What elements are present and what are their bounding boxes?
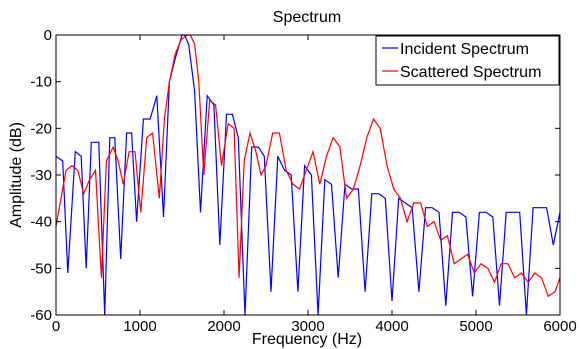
y-tick-label: 0 (44, 27, 52, 44)
x-tick-label: 6000 (543, 318, 576, 335)
x-tick-label: 3000 (291, 318, 324, 335)
legend-box (375, 35, 560, 86)
y-axis-label: Amplitude (dB) (8, 122, 25, 228)
y-tick-label: -20 (30, 120, 52, 137)
x-tick-label: 2000 (207, 318, 240, 335)
y-tick-label: -40 (30, 214, 52, 231)
x-axis-label: Frequency (Hz) (252, 331, 362, 348)
y-tick-label: -60 (30, 307, 52, 324)
plot-area: 0 1000 2000 3000 4000 5000 6000 0 -10 -20 -30 -40 -5… (30, 27, 576, 335)
series-line-1 (55, 34, 561, 316)
series-line-2 (55, 34, 561, 298)
y-tick-label: -50 (30, 260, 52, 277)
chart-title: Spectrum (273, 9, 341, 26)
legend-label-1: Incident Spectrum (400, 41, 529, 58)
x-tick-label: 5000 (459, 318, 492, 335)
x-tick-label: 4000 (375, 318, 408, 335)
x-tick-label: 1000 (123, 318, 156, 335)
y-tick-label: -30 (30, 167, 52, 184)
x-tick-label: 0 (52, 318, 60, 335)
legend-label-2: Scattered Spectrum (400, 64, 541, 81)
y-tick-label: -10 (30, 74, 52, 91)
